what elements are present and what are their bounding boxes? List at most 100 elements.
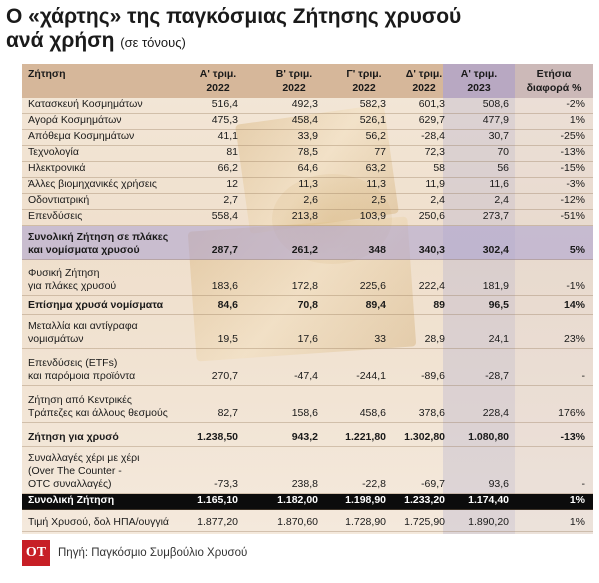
row-label: Οδοντιατρική <box>28 194 188 207</box>
row-label: Συνολική Ζήτηση σε πλάκες και νομίσματα χ… <box>28 231 188 257</box>
table-row: Ζήτηση από Κεντρικές Τράπεζες και άλλους … <box>22 386 593 423</box>
cell-q1-2022: 19,5 <box>217 333 238 345</box>
header-q1-2022-a: Α' τριμ. <box>199 68 237 80</box>
cell-q1-2023: 302,4 <box>482 244 509 256</box>
cell-q1-2023: 96,5 <box>488 299 509 311</box>
cell-q3-2022: 77 <box>374 146 386 158</box>
cell-q1-2023: 24,1 <box>488 333 509 345</box>
cell-q2-2022: 33,9 <box>297 130 318 142</box>
header-q4-2022-b: 2022 <box>412 82 436 94</box>
cell-q1-2022: 558,4 <box>211 210 238 222</box>
cell-q1-2022: 516,4 <box>211 98 238 110</box>
cell-q2-2022: 158,6 <box>291 407 318 419</box>
row-label-line: Ηλεκτρονικά <box>28 162 86 174</box>
row-label-line: για πλάκες χρυσού <box>28 280 117 292</box>
cell-q3-2022: 2,5 <box>371 194 386 206</box>
header-q1-2022: Α' τριμ. 2022 <box>194 67 242 95</box>
cell-q3-2022: 63,2 <box>365 162 386 174</box>
row-label: Συναλλαγές χέρι με χέρι (Over The Counter… <box>28 452 188 491</box>
cell-q3-2022: 103,9 <box>359 210 386 222</box>
header-annual-change-b: διαφορά % <box>526 82 582 94</box>
table-row: Συναλλαγές χέρι με χέρι (Over The Counter… <box>22 447 593 494</box>
row-label-line: Άλλες βιομηχανικές χρήσεις <box>28 178 157 190</box>
cell-annual-change: -13% <box>560 146 585 158</box>
cell-annual-change: -15% <box>560 162 585 174</box>
cell-q2-2022: 17,6 <box>297 333 318 345</box>
row-label: Ζήτηση από Κεντρικές Τράπεζες και άλλους … <box>28 394 188 420</box>
row-label: Επίσημα χρυσά νομίσματα <box>28 299 188 312</box>
cell-q1-2022: 84,6 <box>217 299 238 311</box>
cell-q3-2022: 526,1 <box>359 114 386 126</box>
cell-q1-2022: 81 <box>226 146 238 158</box>
cell-q1-2022: 82,7 <box>217 407 238 419</box>
row-label-line: Τράπεζες και άλλους θεσμούς <box>28 407 168 419</box>
cell-annual-change: 1% <box>569 494 585 506</box>
row-label: Φυσική Ζήτηση για πλάκες χρυσού <box>28 267 188 293</box>
source-note: Πηγή: Παγκόσμιο Συμβούλιο Χρυσού <box>58 547 248 559</box>
cell-q1-2022: 475,3 <box>211 114 238 126</box>
cell-q3-2022: 11,3 <box>366 178 386 190</box>
row-label-line: Συναλλαγές χέρι με χέρι <box>28 452 140 464</box>
cell-q1-2023: 508,6 <box>482 98 509 110</box>
cell-q2-2022: -47,4 <box>294 370 318 382</box>
row-label-line: νομισμάτων <box>28 333 84 345</box>
row-label-line: Επενδύσεις (ETFs) <box>28 357 118 369</box>
cell-annual-change: 1% <box>569 516 585 528</box>
header-q3-2022-a: Γ' τριμ. <box>346 68 382 80</box>
table-row: Επενδύσεις 558,4 213,8 103,9 250,6 273,7 -51% <box>22 210 593 226</box>
table-row: Συνολική Ζήτηση 1.165,10 1.182,00 1.198,90 1… <box>22 494 593 510</box>
cell-annual-change: 5% <box>569 244 585 256</box>
cell-q4-2022: 1.302,80 <box>404 431 445 443</box>
header-q2-2022: Β' τριμ. 2022 <box>268 67 320 95</box>
title-line-2-text: ανά χρήση <box>6 29 115 52</box>
cell-q1-2023: 2,4 <box>494 194 509 206</box>
footer: OT Πηγή: Παγκόσμιο Συμβούλιο Χρυσού <box>22 540 247 566</box>
cell-q2-2022: 213,8 <box>291 210 318 222</box>
cell-annual-change: - <box>581 370 586 382</box>
cell-q3-2022: 348 <box>368 244 386 256</box>
cell-q3-2022: 582,3 <box>359 98 386 110</box>
cell-q1-2022: 287,7 <box>211 244 238 256</box>
row-label-line: Οδοντιατρική <box>28 194 90 206</box>
cell-q4-2022: -69,7 <box>421 478 445 490</box>
header-q4-2022-a: Δ' τριμ. <box>405 68 443 80</box>
row-label-line: Τεχνολογία <box>28 146 79 158</box>
cell-q3-2022: 89,4 <box>365 299 386 311</box>
cell-q4-2022: 340,3 <box>418 244 445 256</box>
table-row: Μεταλλία και αντίγραφα νομισμάτων 19,5 17,6… <box>22 315 593 349</box>
cell-q4-2022: -89,6 <box>421 370 445 382</box>
table-row: Τεχνολογία 81 78,5 77 72,3 70 -13% <box>22 146 593 162</box>
cell-q4-2022: 250,6 <box>418 210 445 222</box>
cell-q2-2022: 238,8 <box>291 478 318 490</box>
cell-annual-change: 1% <box>569 114 585 126</box>
column-band-pct <box>515 64 593 534</box>
cell-q4-2022: 28,9 <box>424 333 445 345</box>
cell-q1-2023: 477,9 <box>482 114 509 126</box>
table-row: Τιμή Χρυσού, δολ ΗΠΑ/ουγγιά 1.877,20 1.870… <box>22 510 593 532</box>
table-row: Ζήτηση για χρυσό 1.238,50 943,2 1.221,80 1.3… <box>22 423 593 447</box>
cell-q1-2023: 56 <box>497 162 509 174</box>
header-q1-2023-b: 2023 <box>467 82 491 94</box>
cell-q2-2022: 64,6 <box>297 162 318 174</box>
header-band-2023 <box>443 64 515 98</box>
cell-q3-2022: 225,6 <box>359 280 386 292</box>
cell-annual-change: 23% <box>563 333 585 345</box>
cell-q4-2022: 1.725,90 <box>404 516 445 528</box>
cell-q1-2023: 181,9 <box>482 280 509 292</box>
row-label-line: Συνολική Ζήτηση σε πλάκες <box>28 231 169 243</box>
row-label-line: Απόθεμα Κοσμημάτων <box>28 130 135 142</box>
cell-q4-2022: 601,3 <box>418 98 445 110</box>
row-label: Μεταλλία και αντίγραφα νομισμάτων <box>28 320 188 346</box>
cell-q1-2023: 93,6 <box>488 478 509 490</box>
cell-q2-2022: 2,6 <box>303 194 318 206</box>
cell-annual-change: -13% <box>560 431 585 443</box>
cell-annual-change: -1% <box>566 280 585 292</box>
header-q3-2022: Γ' τριμ. 2022 <box>340 67 388 95</box>
cell-q4-2022: 222,4 <box>418 280 445 292</box>
row-label-line: Αγορά Κοσμημάτων <box>28 114 122 126</box>
cell-q1-2023: 228,4 <box>482 407 509 419</box>
row-label-line: OTC συναλλαγές) <box>28 478 112 490</box>
cell-annual-change: 14% <box>563 299 585 311</box>
cell-annual-change: 176% <box>558 407 585 419</box>
cell-q2-2022: 1.870,60 <box>277 516 318 528</box>
